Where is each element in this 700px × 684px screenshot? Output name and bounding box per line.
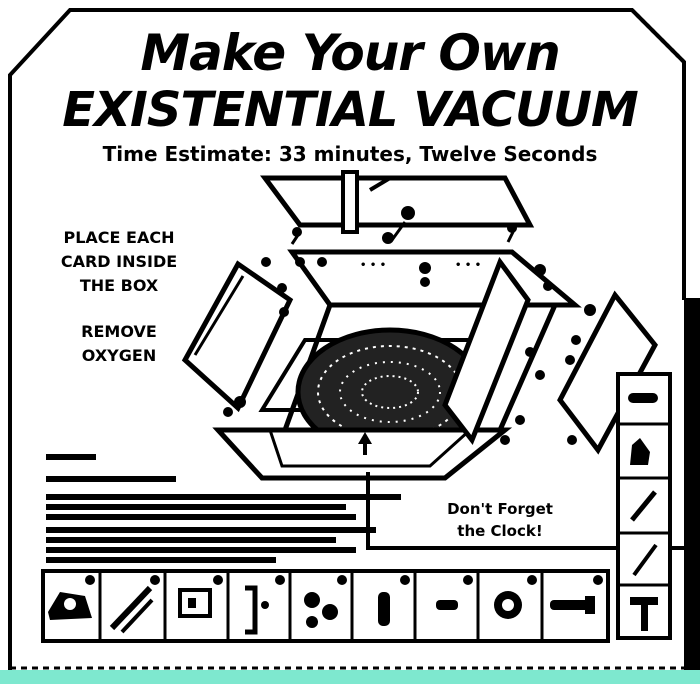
bracket-icon (245, 585, 269, 635)
tool-strip (41, 569, 610, 643)
dowel-icon (436, 600, 458, 610)
callout-line: Don't Forget (447, 500, 553, 518)
right-side-panel (557, 290, 658, 455)
back-panel: • • • • • • (287, 249, 582, 308)
instruction-line: CARD INSIDE (60, 252, 178, 271)
pliers-icon (109, 585, 154, 634)
left-side-panel (181, 257, 294, 417)
instruction-line: REMOVE (81, 322, 157, 341)
instruction-line: OXYGEN (81, 346, 157, 365)
bolt-icon (550, 596, 595, 614)
fine-print-block (46, 454, 401, 563)
divider-panel (442, 256, 545, 445)
clock-callout: Don't Forget the Clock! (430, 498, 570, 542)
tape-dispenser-icon (48, 592, 92, 620)
cabinet-hinge-icon (178, 588, 212, 618)
instruction-step-2: REMOVE OXYGEN (44, 320, 194, 368)
instruction-step-1: PLACE EACH CARD INSIDE THE BOX (44, 226, 194, 298)
hammer-icon (630, 597, 658, 631)
svg-text:• • •: • • • (455, 260, 481, 271)
hand-icon (630, 438, 650, 465)
cord-icon (628, 393, 658, 403)
instruction-line: PLACE EACH (63, 228, 175, 247)
side-tool-column (616, 372, 672, 640)
lid-panel (260, 170, 535, 245)
screw-anchor-icon (378, 592, 390, 626)
time-estimate: Time Estimate: 33 minutes, Twelve Second… (102, 142, 598, 166)
callout-line: the Clock! (457, 522, 543, 540)
tape-roll-icon (494, 591, 522, 619)
title-line-1: Make Your Own (140, 24, 560, 82)
rod-icon (632, 543, 658, 577)
svg-text:• • •: • • • (360, 260, 386, 271)
screwdriver-icon (630, 490, 657, 522)
instruction-line: THE BOX (79, 276, 159, 295)
bottom-color-band (0, 670, 700, 684)
caster-wheel-icon (304, 592, 338, 628)
title-line-2: EXISTENTIAL VACUUM (62, 82, 638, 138)
